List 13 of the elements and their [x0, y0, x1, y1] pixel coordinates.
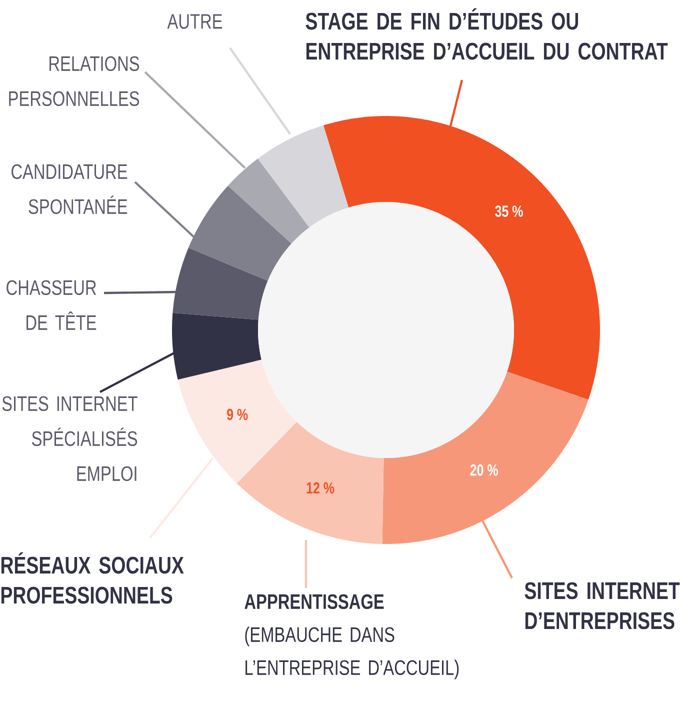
- data-label: 35 %: [495, 206, 523, 217]
- slice-label: STAGE DE FIN D’ÉTUDES OU ENTREPRISE D’ACCUEIL DU CONTRAT: [306, 8, 668, 60]
- slice-label: APPRENTISSAGE (EMBAUCHE DANS L’ENTREPRISE D’ACCUEIL): [244, 594, 459, 680]
- data-label: 12 %: [306, 482, 334, 494]
- data-label: 9 %: [227, 408, 248, 420]
- slice-label: RELATIONS PERSONNELLES: [9, 56, 140, 106]
- slice-label: RÉSEAUX SOCIAUX PROFESSIONNELS: [1, 552, 184, 604]
- slice-label: SITES INTERNET D’ENTREPRISES: [524, 582, 680, 630]
- slice-label: CHASSEUR DE TÊTE: [6, 280, 96, 330]
- slice-label: AUTRE: [167, 14, 222, 29]
- data-label: 20 %: [470, 464, 498, 476]
- slice-label: CANDIDATURE SPONTANÉE: [12, 164, 128, 214]
- slice-label: SITES INTERNET SPÉCIALISÉS EMPLOI: [2, 396, 138, 482]
